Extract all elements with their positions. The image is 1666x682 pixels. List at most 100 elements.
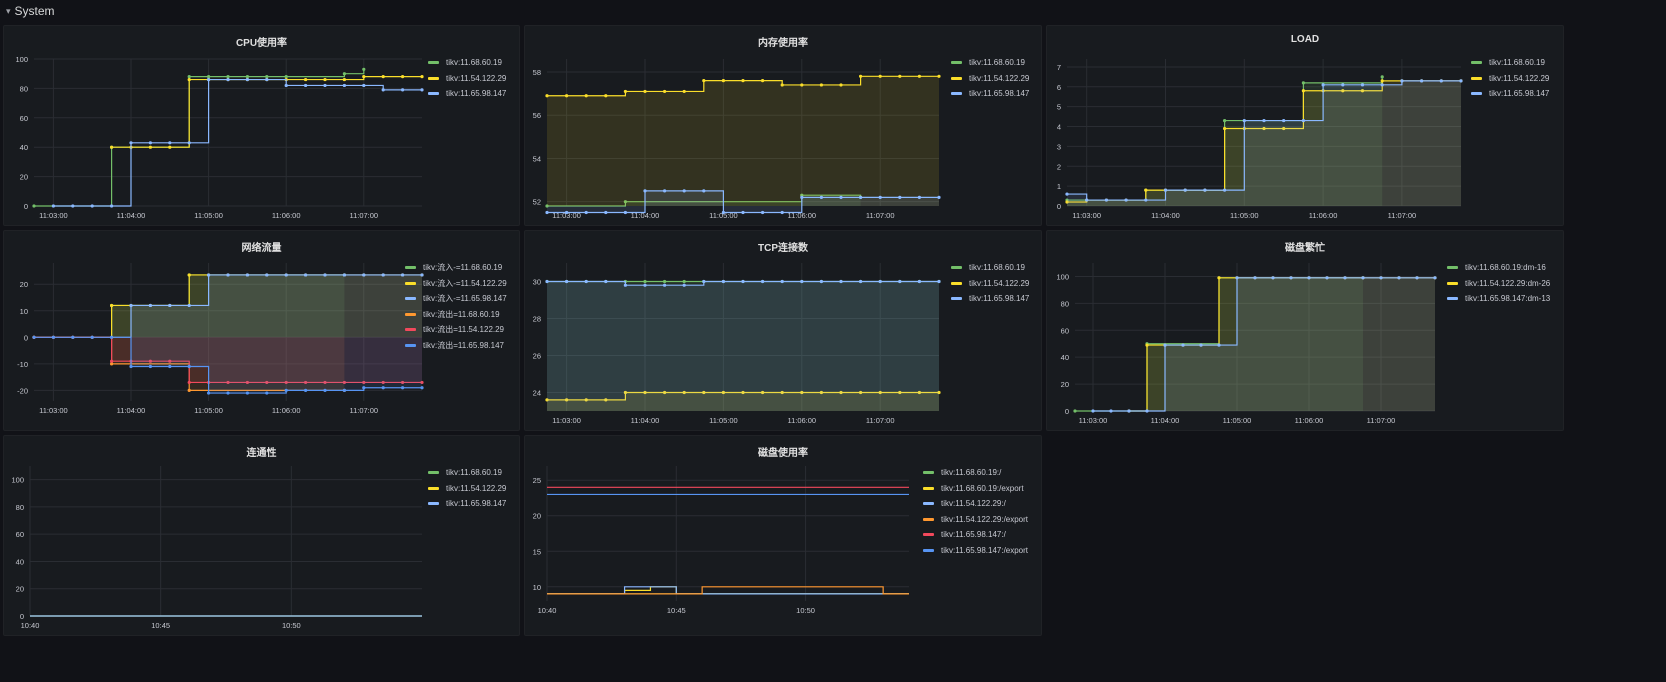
data-point [545, 398, 549, 402]
legend-item[interactable]: tikv:流出=11.54.122.29 [405, 322, 507, 338]
legend-item[interactable]: tikv:11.65.98.147 [428, 496, 506, 512]
legend-item[interactable]: tikv:11.68.60.19 [951, 260, 1029, 276]
legend-item[interactable]: tikv:11.68.60.19 [428, 465, 506, 481]
panel-mem[interactable]: 内存使用率 52 54 56 58 11:03:00 11:04:00 11:05:00 11:… [524, 25, 1042, 226]
legend-label: tikv:11.68.60.19 [446, 58, 502, 67]
panel-disk_usage[interactable]: 磁盘使用率 10 15 20 25 10:40 10:45 10:50 tikv:11.68.6… [524, 435, 1042, 636]
legend-item[interactable]: tikv:11.65.98.147:/ [923, 527, 1028, 543]
data-point [265, 273, 269, 277]
x-tick-label: 10:45 [667, 606, 686, 615]
chart-svg: 52 54 56 58 11:03:00 11:04:00 11:05:00 11:06:00… [533, 59, 941, 220]
panel-title[interactable]: TCP连接数 [758, 243, 808, 254]
legend-label: tikv:11.54.122.29 [969, 278, 1030, 288]
legend-label: tikv:11.54.122.29 [969, 73, 1030, 83]
data-point [265, 75, 269, 79]
data-point [207, 391, 211, 395]
legend-item[interactable]: tikv:11.54.122.29 [428, 71, 506, 87]
legend-item[interactable]: tikv:11.68.60.19:/export [923, 481, 1028, 497]
data-point [401, 88, 405, 92]
legend-item[interactable]: tikv:11.68.60.19 [1471, 55, 1549, 71]
x-tick-label: 11:05:00 [709, 416, 738, 425]
y-tick-label: 10 [20, 307, 28, 316]
panel-title[interactable]: 内存使用率 [758, 38, 808, 49]
data-point [1282, 126, 1286, 131]
chart-svg: 0 20 40 60 80 100 11:03:00 11:04:00 11:05:00 11:0… [15, 55, 424, 220]
panel-title[interactable]: 连通性 [246, 448, 277, 459]
data-point [1242, 118, 1246, 123]
data-point [187, 303, 191, 308]
data-point [702, 279, 706, 284]
panel-title[interactable]: CPU使用率 [235, 38, 288, 49]
legend-item[interactable]: tikv:11.54.122.29 [428, 481, 506, 497]
legend-item[interactable]: tikv:11.65.98.147:dm-13 [1447, 291, 1550, 307]
data-point [32, 335, 36, 339]
legend-item[interactable]: tikv:流出=11.65.98.147 [405, 338, 507, 354]
legend-item[interactable]: tikv:11.65.98.147 [428, 86, 506, 102]
panel-title[interactable]: 网络流量 [241, 243, 282, 254]
y-tick-label: 80 [16, 503, 24, 512]
legend-item[interactable]: tikv:11.68.60.19 [951, 55, 1029, 71]
legend-item[interactable]: tikv:流入-=11.68.60.19 [405, 260, 507, 276]
data-point [420, 273, 424, 277]
panel-conn[interactable]: 连通性 0 20 40 60 80 100 10:40 10:45 10:50 tikv:11.68… [3, 435, 520, 636]
data-point [245, 391, 249, 395]
y-tick-label: 0 [20, 612, 24, 621]
legend-item[interactable]: tikv:11.65.98.147:/export [923, 543, 1028, 559]
data-point [187, 141, 191, 145]
panel-title[interactable]: 磁盘使用率 [758, 448, 808, 459]
legend-item[interactable]: tikv:11.54.122.29:dm-26 [1447, 276, 1550, 292]
data-point [245, 380, 249, 385]
panel-load[interactable]: LOAD 0 1 2 3 4 5 6 7 11:03:00 11:04:00 11:05:00 11:0… [1046, 25, 1564, 226]
x-tick-label: 10:45 [151, 621, 170, 630]
data-point [71, 204, 75, 208]
x-tick-label: 10:50 [796, 606, 815, 615]
panel-net[interactable]: 网络流量 -20 -10 0 10 20 11:03:00 11:04:00 11:05:00 1… [3, 230, 520, 431]
y-tick-label: 54 [533, 154, 541, 163]
row-header[interactable]: ▾ System [0, 0, 1666, 22]
data-point [342, 72, 346, 76]
data-point [604, 210, 608, 215]
y-tick-label: 52 [533, 198, 541, 207]
data-point [898, 279, 902, 284]
legend-item[interactable]: tikv:11.68.60.19:/ [923, 465, 1028, 481]
data-point [937, 390, 941, 395]
data-point [362, 67, 366, 71]
panel-tcp[interactable]: TCP连接数 24 26 28 30 11:03:00 11:04:00 11:05:00 11… [524, 230, 1042, 431]
legend-item[interactable]: tikv:流入-=11.65.98.147 [405, 291, 507, 307]
legend-item[interactable]: tikv:11.65.98.147 [951, 291, 1029, 307]
panel-cpu[interactable]: CPU使用率 0 20 40 60 80 100 11:03:00 11:04:00 11:05:… [3, 25, 520, 226]
data-point [623, 210, 627, 215]
legend-label: tikv:11.68.60.19 [969, 58, 1025, 67]
legend: tikv:11.68.60.19 tikv:11.54.122.29 tikv:11… [951, 55, 1029, 102]
legend-label: tikv:11.65.98.147:/ [941, 530, 1006, 539]
legend-item[interactable]: tikv:11.54.122.29:/ [923, 496, 1028, 512]
legend-item[interactable]: tikv:11.54.122.29 [951, 71, 1029, 87]
data-point [420, 88, 424, 92]
x-tick-label: 11:04:00 [1151, 416, 1180, 425]
data-point [1183, 188, 1187, 192]
legend-item[interactable]: tikv:11.54.122.29 [951, 276, 1029, 292]
panel-title[interactable]: 磁盘繁忙 [1285, 243, 1325, 254]
data-point [129, 141, 133, 145]
legend-item[interactable]: tikv:11.68.60.19:dm-16 [1447, 260, 1550, 276]
legend-item[interactable]: tikv:11.68.60.19 [428, 55, 506, 71]
legend-label: tikv:11.65.98.147 [446, 499, 507, 508]
legend-item[interactable]: tikv:11.65.98.147 [1471, 86, 1549, 102]
data-point [323, 77, 327, 82]
legend-item[interactable]: tikv:流入-=11.54.122.29 [405, 276, 507, 292]
y-tick-label: 100 [15, 55, 28, 64]
panel-disk_busy[interactable]: 磁盘繁忙 0 20 40 60 80 100 11:03:00 11:04:00 11:05:00… [1046, 230, 1564, 431]
legend-item[interactable]: tikv:11.54.122.29:/export [923, 512, 1028, 528]
legend-item[interactable]: tikv:流出=11.68.60.19 [405, 307, 507, 323]
chevron-down-icon[interactable]: ▾ [6, 5, 11, 16]
data-point [604, 279, 608, 284]
data-point [245, 75, 249, 79]
legend-item[interactable]: tikv:11.54.122.29 [1471, 71, 1549, 87]
data-point [937, 195, 941, 199]
legend-item[interactable]: tikv:11.65.98.147 [951, 86, 1029, 102]
legend-swatch [1447, 297, 1458, 301]
data-point [168, 303, 172, 308]
panel-title[interactable]: LOAD [1290, 34, 1320, 45]
x-tick-label: 11:04:00 [631, 211, 660, 220]
data-point [663, 283, 667, 287]
